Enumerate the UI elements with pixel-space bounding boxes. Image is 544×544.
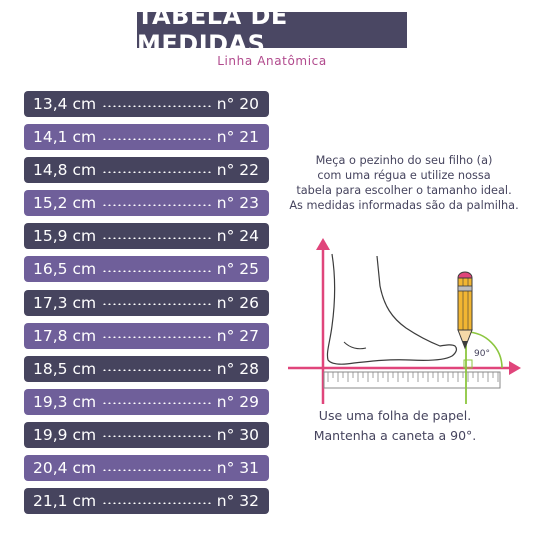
size-row: 19,3 cm n° 29 [24,388,269,415]
horizontal-axis-arrow [509,361,521,375]
caption-line: Mantenha a caneta a 90°. [313,428,477,443]
size-cm-value: 15,2 cm [33,194,97,213]
vertical-axis-arrow [316,238,330,250]
dot-leader [102,402,211,405]
size-number: n° 21 [216,128,259,147]
size-table: 13,4 cm n° 20 14,1 cm n° 21 14,8 cm n° 22 15,2… [24,91,269,521]
size-row: 17,3 cm n° 26 [24,289,269,316]
ruler [323,371,501,389]
size-cm-value: 13,4 cm [33,95,97,113]
size-number: n° 30 [216,425,259,444]
size-number: n° 20 [216,95,259,113]
size-number: n° 31 [216,459,259,478]
page-subtitle: Linha Anatômica [217,54,327,68]
angle-arc [465,331,503,369]
size-cm-value: 17,8 cm [33,326,97,345]
dot-leader [102,435,211,438]
foot-measure-diagram: 90° [288,238,521,404]
page-title: TABELA DE MEDIDAS [137,2,288,58]
dot-leader [102,236,211,239]
size-number: n° 29 [216,392,259,411]
size-number: n° 32 [216,492,259,511]
diagram-caption: Use uma folha de papel. Mantenha a caneta… [300,406,490,446]
instruction-line: As medidas informadas são da palmilha. [289,199,519,212]
size-row: 20,4 cm n° 31 [24,455,269,482]
dot-leader [102,104,211,107]
size-number: n° 25 [216,260,259,279]
size-row: 19,9 cm n° 30 [24,421,269,448]
size-cm-value: 18,5 cm [33,359,97,378]
size-cm-value: 14,1 cm [33,128,97,147]
instruction-line: tabela para escolher o tamanho ideal. [296,184,512,197]
size-number: n° 24 [216,227,259,246]
size-row: 14,8 cm n° 22 [24,157,269,184]
pencil-icon [457,271,473,350]
size-cm-value: 19,3 cm [33,392,97,411]
size-cm-value: 20,4 cm [33,459,97,478]
size-number: n° 27 [216,326,259,345]
size-number: n° 26 [216,293,259,312]
size-row: 16,5 cm n° 25 [24,256,269,283]
instruction-line: Meça o pezinho do seu filho (a) [315,154,493,167]
size-number: n° 23 [216,194,259,213]
size-cm-value: 19,9 cm [33,425,97,444]
size-number: n° 22 [216,161,259,180]
dot-leader [102,369,211,372]
size-cm-value: 17,3 cm [33,293,97,312]
dot-leader [102,468,211,471]
dot-leader [102,203,211,206]
dot-leader [102,269,211,272]
instructions-text: Meça o pezinho do seu filho (a) com uma r… [284,153,524,213]
size-cm-value: 15,9 cm [33,227,97,246]
size-row: 15,2 cm n° 23 [24,190,269,217]
size-row: 17,8 cm n° 27 [24,322,269,349]
size-number: n° 28 [216,359,259,378]
dot-leader [102,501,211,504]
dot-leader [102,170,211,173]
dot-leader [102,303,211,306]
dot-leader [102,137,211,140]
size-row: 21,1 cm n° 32 [24,488,269,515]
foot-illustration [326,253,458,365]
dot-leader [102,336,211,339]
size-cm-value: 14,8 cm [33,161,97,180]
size-row: 15,9 cm n° 24 [24,223,269,250]
size-cm-value: 21,1 cm [33,492,97,511]
size-row: 13,4 cm n° 20 [24,91,269,117]
size-row: 18,5 cm n° 28 [24,355,269,382]
angle-label: 90° [474,349,490,359]
size-row: 14,1 cm n° 21 [24,124,269,151]
instruction-line: com uma régua e utilize nossa [317,169,491,182]
size-cm-value: 16,5 cm [33,260,97,279]
title-banner: TABELA DE MEDIDAS [137,2,407,58]
caption-line: Use uma folha de papel. [318,408,472,423]
